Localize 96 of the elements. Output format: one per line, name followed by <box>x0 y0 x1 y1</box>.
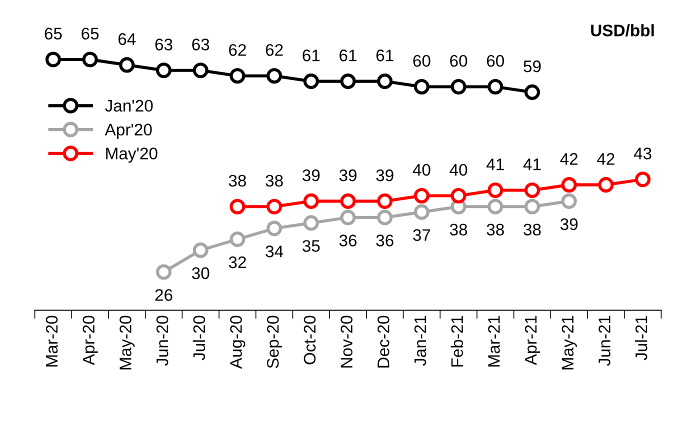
data-label: 63 <box>192 38 210 50</box>
data-label: 36 <box>339 234 357 246</box>
data-label: 62 <box>229 44 246 56</box>
data-label: 35 <box>302 240 320 252</box>
x-tick-label: Jun-21 <box>598 316 610 366</box>
point <box>119 57 135 73</box>
x-tick-label: Sep-20 <box>266 316 282 368</box>
data-label: 61 <box>340 50 356 62</box>
x-tick-label: May-21 <box>562 316 577 370</box>
point <box>266 220 282 236</box>
point <box>524 84 540 100</box>
point <box>230 198 246 214</box>
data-label: 43 <box>634 148 652 160</box>
point <box>266 198 282 214</box>
data-label: 60 <box>413 54 430 67</box>
point <box>303 74 319 90</box>
point <box>377 193 393 209</box>
data-label: 38 <box>486 224 504 236</box>
data-label: 38 <box>266 174 283 187</box>
data-label: 34 <box>266 246 284 258</box>
data-label: 40 <box>450 164 468 176</box>
point <box>82 52 98 68</box>
x-tick-label: Jul-20 <box>192 316 206 360</box>
data-label: 40 <box>412 164 430 176</box>
point <box>377 74 393 90</box>
point <box>524 198 540 214</box>
point <box>561 177 577 193</box>
point <box>156 264 172 280</box>
data-label: 37 <box>413 229 430 241</box>
point <box>156 62 172 78</box>
point <box>414 188 430 204</box>
point <box>230 68 246 84</box>
data-label: 39 <box>560 218 578 230</box>
point <box>266 68 282 84</box>
data-label: 61 <box>376 50 394 62</box>
point <box>340 193 356 209</box>
x-tick-label: Apr-20 <box>82 316 98 366</box>
data-label: 65 <box>82 28 99 40</box>
x-tick-label: Jan-21 <box>414 316 426 366</box>
data-label: 36 <box>376 234 394 246</box>
data-label: 42 <box>597 153 614 165</box>
point <box>340 74 356 90</box>
point <box>450 188 466 204</box>
data-label: 63 <box>155 38 172 50</box>
data-label: 41 <box>523 158 541 170</box>
text: USD/bbl <box>591 24 654 37</box>
data-label: 26 <box>155 289 172 301</box>
point <box>488 198 504 214</box>
point <box>414 204 430 220</box>
x-tick-label: Jul-21 <box>635 316 648 360</box>
data-label: 30 <box>192 267 210 280</box>
point <box>303 215 319 231</box>
x-tick-label: Dec-20 <box>378 316 390 368</box>
x-tick-label: Aug-20 <box>230 316 246 369</box>
point <box>303 193 319 209</box>
data-label: 62 <box>266 44 283 56</box>
legend-label: Apr'20 <box>104 124 152 139</box>
point <box>561 193 577 209</box>
data-label: 65 <box>44 28 62 40</box>
data-label: 38 <box>524 224 541 236</box>
data-label: 39 <box>302 169 320 182</box>
x-tick-label: Mar-20 <box>46 316 58 367</box>
legend-label: Jan'20 <box>105 100 153 112</box>
x-tick-label: Jun-20 <box>156 316 168 366</box>
data-label: 39 <box>339 169 356 182</box>
point <box>598 177 614 193</box>
data-label: 39 <box>376 169 394 182</box>
point <box>230 232 246 248</box>
x-tick-label: Apr-21 <box>524 316 540 366</box>
point <box>377 210 393 226</box>
point <box>634 172 651 188</box>
point <box>488 78 504 95</box>
data-label: 59 <box>524 60 541 72</box>
point <box>414 78 430 95</box>
data-label: 64 <box>118 33 136 45</box>
data-label: 42 <box>560 153 578 165</box>
data-label: 38 <box>450 224 468 236</box>
x-tick-label: Feb-21 <box>450 316 464 367</box>
point <box>192 62 208 78</box>
data-label: 41 <box>486 158 504 170</box>
point <box>524 182 540 198</box>
legend-label: May'20 <box>106 148 158 163</box>
data-label: 38 <box>228 174 246 187</box>
point <box>340 210 356 226</box>
data-label: 60 <box>486 54 504 67</box>
x-tick-label: Oct-20 <box>304 316 316 364</box>
data-label: 60 <box>450 54 468 67</box>
x-tick-label: Nov-20 <box>340 316 352 368</box>
point <box>488 182 504 198</box>
point <box>450 78 466 95</box>
data-label: 32 <box>228 256 246 268</box>
x-tick-label: Mar-21 <box>488 316 500 367</box>
point <box>192 242 208 258</box>
point <box>45 52 62 68</box>
x-tick-label: May-20 <box>120 316 135 370</box>
data-label: 61 <box>302 50 320 62</box>
